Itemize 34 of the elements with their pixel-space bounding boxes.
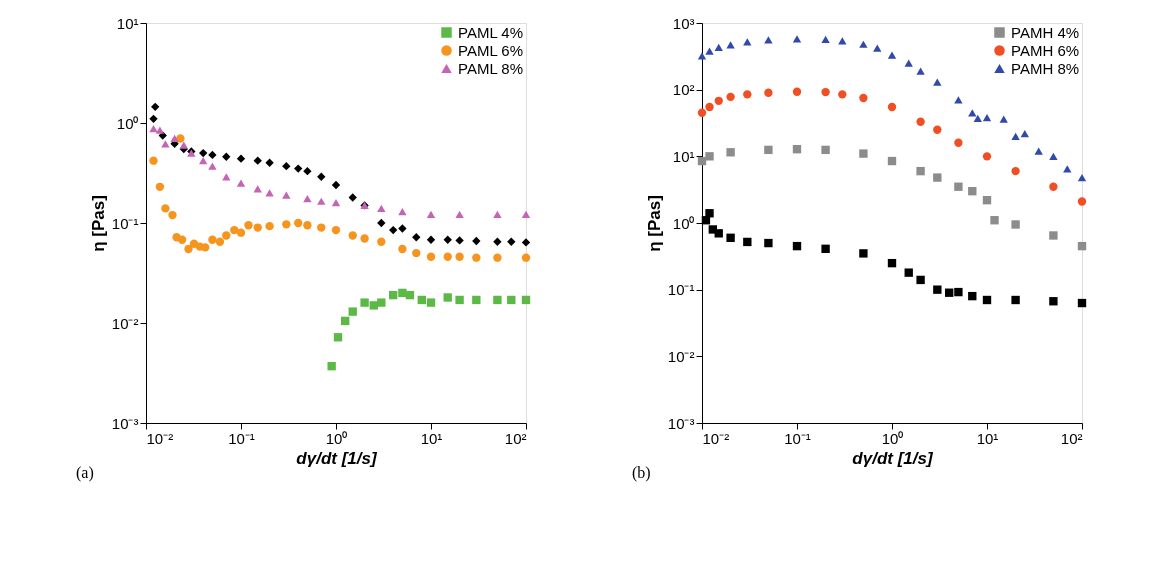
legend-label: PAML 4% [458,23,524,41]
y-tick-label: 10⁰ [116,114,139,132]
x-tick-label: 10⁰ [325,429,348,447]
text: (b) [632,464,651,482]
y-tick-label: 10⁻³ [667,414,695,432]
x-axis-title: dγ/dt [1/s] [852,448,934,468]
x-tick-label: 10¹ [420,429,443,447]
y-axis-title: η [Pas] [88,195,108,252]
y-tick-label: 10¹ [672,147,695,165]
x-tick-label: 10⁰ [881,429,904,447]
x-axis-title: dγ/dt [1/s] [296,448,378,468]
y-tick-label: 10² [672,81,695,99]
y-tick-label: 10³ [672,14,695,32]
x-tick-label: 10⁻² [146,429,174,447]
y-axis-title: η [Pas] [644,195,664,252]
x-tick-label: 10⁻¹ [784,429,811,447]
y-tick-label: 10⁻¹ [667,281,695,299]
y-tick-label: 10⁻² [667,347,695,365]
y-tick-label: 10⁰ [672,214,695,232]
x-tick-label: 10⁻² [702,429,730,447]
y-tick-label: 10⁻¹ [111,214,139,232]
y-tick-label: 10⁻³ [111,414,139,432]
x-tick-label: 10¹ [976,429,999,447]
y-tick-label: 10¹ [116,14,139,32]
x-tick-label: 10² [504,429,527,447]
legend-label: PAMH 8% [1011,59,1080,77]
legend-label: PAMH 6% [1011,41,1080,59]
legend-label: PAMH 4% [1011,23,1080,41]
legend-label: PAML 6% [458,41,524,59]
x-tick-label: 10⁻¹ [228,429,255,447]
text: (a) [76,464,94,482]
x-tick-label: 10² [1060,429,1083,447]
legend-label: PAML 8% [458,59,524,77]
y-tick-label: 10⁻² [111,314,139,332]
